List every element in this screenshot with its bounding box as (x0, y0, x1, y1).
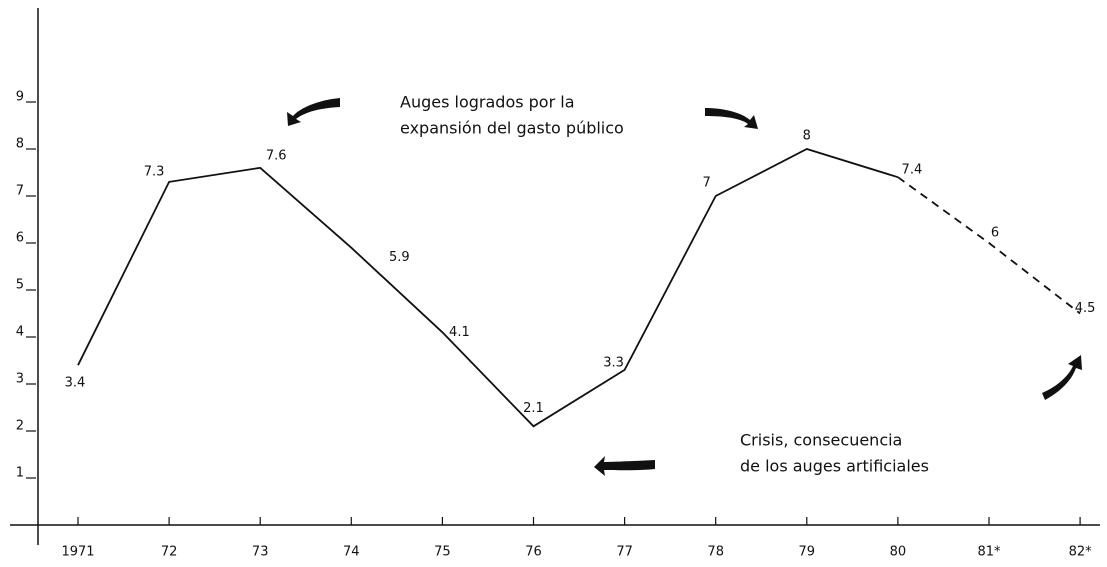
data-label: 3.4 (65, 376, 86, 391)
arrow (594, 456, 655, 476)
x-tick-label: 78 (707, 545, 724, 560)
line-dashed (897, 176, 1081, 315)
y-tick-label: 3 (16, 372, 24, 387)
data-label: 7 (703, 176, 711, 191)
x-tick-label: 79 (799, 545, 816, 560)
annotation: de los auges artificiales (740, 457, 929, 476)
arrow (705, 108, 758, 129)
x-tick-label: 74 (343, 545, 360, 560)
x-tick-label: 81* (977, 545, 1001, 560)
y-tick-label: 2 (16, 419, 24, 434)
data-label: 7.6 (266, 148, 287, 163)
annotation: Auges logrados por la (400, 93, 575, 112)
data-label: 3.3 (603, 355, 624, 370)
data-label: 2.1 (523, 401, 544, 416)
x-tick-label: 80 (890, 545, 907, 560)
y-tick-label: 9 (16, 90, 24, 105)
data-label: 4.5 (1075, 301, 1096, 316)
x-tick-label: 1971 (61, 545, 94, 560)
data-label: 7.4 (902, 163, 923, 178)
y-tick-label: 7 (16, 184, 24, 199)
arrow (1042, 355, 1082, 400)
y-tick-label: 1 (16, 466, 24, 481)
y-tick-label: 5 (16, 278, 24, 293)
x-tick-label: 76 (525, 545, 542, 560)
x-tick-label: 73 (252, 545, 269, 560)
data-label: 6 (991, 226, 999, 241)
arrow (287, 98, 340, 126)
data-label: 5.9 (389, 250, 410, 265)
line (77, 148, 899, 428)
y-tick-label: 8 (16, 137, 24, 152)
y-tick-label: 6 (16, 231, 24, 246)
x-tick-label: 77 (616, 545, 633, 560)
data-label: 7.3 (144, 164, 165, 179)
y-tick-label: 4 (16, 325, 24, 340)
data-label: 4.1 (449, 325, 470, 340)
data-label: 8 (803, 129, 811, 144)
x-tick-label: 72 (161, 545, 178, 560)
annotation: expansión del gasto público (400, 119, 624, 138)
annotation: Crisis, consecuencia (740, 431, 902, 450)
x-tick-label: 75 (434, 545, 451, 560)
x-tick-label: 82* (1069, 545, 1093, 560)
